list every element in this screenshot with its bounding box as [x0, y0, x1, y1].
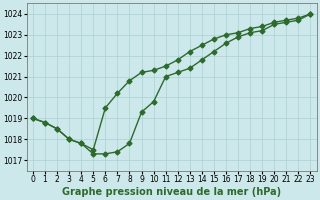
X-axis label: Graphe pression niveau de la mer (hPa): Graphe pression niveau de la mer (hPa) [62, 187, 281, 197]
